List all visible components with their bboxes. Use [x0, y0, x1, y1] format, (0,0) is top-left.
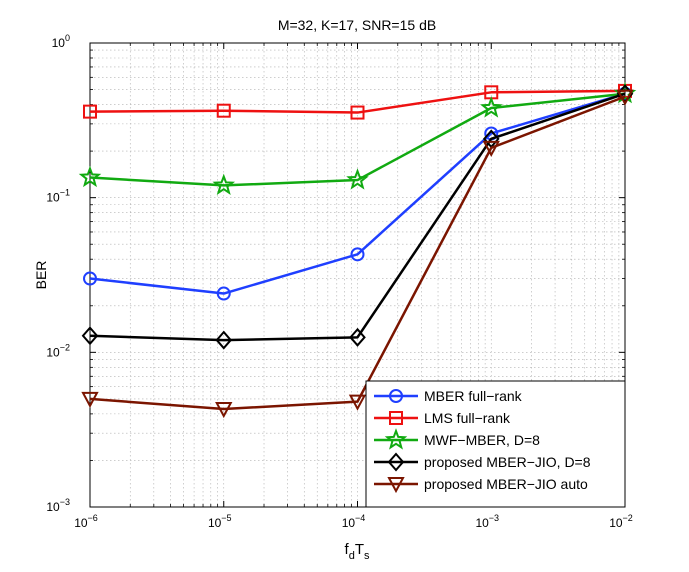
series-line [89, 95, 626, 411]
x-tick-base: 10 [208, 516, 222, 530]
legend-label: proposed MBER−JIO auto [424, 476, 588, 492]
series-line [89, 92, 626, 342]
legend-marker [384, 428, 408, 450]
series-line [89, 89, 626, 114]
series-line [89, 92, 626, 187]
data-point [215, 402, 233, 419]
data-point [216, 103, 231, 118]
x-tick-exponent: −5 [221, 513, 231, 523]
x-tick-label: 10−4 [342, 513, 366, 530]
y-tick-label: 100 [52, 33, 70, 50]
legend-label: MBER full−rank [424, 388, 523, 404]
y-tick-exponent: −1 [60, 188, 70, 198]
data-point [83, 271, 97, 286]
legend-label: proposed MBER−JIO, D=8 [424, 454, 591, 470]
data-point [212, 173, 236, 195]
x-axis-label-main: f [345, 541, 350, 558]
data-point [349, 327, 366, 347]
y-tick-exponent: 0 [65, 33, 70, 43]
x-axis-label-mid: T [355, 541, 364, 558]
x-tick-exponent: −4 [355, 513, 365, 523]
y-tick-base: 10 [46, 191, 60, 205]
legend: MBER full−rank LMS full−rank MWF−MBER, D=8… [365, 380, 626, 508]
legend-marker [387, 452, 405, 472]
x-axis-label-sub2: s [364, 550, 370, 562]
data-point [616, 89, 634, 106]
x-tick-exponent: −6 [88, 513, 98, 523]
x-tick-base: 10 [74, 516, 88, 530]
x-tick-base: 10 [609, 516, 623, 530]
legend-label: LMS full−rank [424, 410, 511, 426]
legend-marker [387, 477, 405, 494]
x-axis-label: fdTs [345, 541, 370, 562]
y-tick-exponent: −3 [60, 497, 70, 507]
series-3 [78, 81, 637, 195]
x-tick-label: 10−3 [475, 513, 499, 530]
series-group [78, 81, 637, 419]
data-point [81, 326, 99, 346]
data-point [216, 286, 231, 301]
legend-box [365, 380, 626, 508]
legend-label: MWF−MBER, D=8 [424, 432, 540, 448]
data-point [81, 391, 99, 409]
x-axis-label-sub1: d [349, 550, 355, 562]
y-tick-base: 10 [52, 36, 66, 50]
x-tick-label: 10−5 [208, 513, 232, 530]
x-tick-base: 10 [342, 516, 356, 530]
data-point [215, 330, 233, 350]
series-line [89, 92, 626, 295]
chart-title: M=32, K=17, SNR=15 dB [278, 17, 436, 33]
data-point [83, 104, 97, 119]
data-point [350, 105, 365, 120]
data-point [479, 96, 503, 118]
x-tick-exponent: −3 [489, 513, 499, 523]
x-tick-exponent: −2 [623, 513, 633, 523]
data-point [348, 394, 367, 411]
data-point [346, 168, 369, 190]
series-1 [83, 86, 632, 301]
grid [90, 43, 625, 507]
y-tick-base: 10 [46, 345, 60, 359]
x-tick-label: 10−2 [609, 513, 633, 530]
data-point [78, 165, 102, 188]
y-tick-label: 10−3 [46, 497, 70, 514]
data-point [482, 140, 500, 157]
series-5 [81, 89, 634, 419]
x-tick-base: 10 [475, 516, 489, 530]
y-tick-label: 10−1 [46, 188, 70, 205]
x-tick-label: 10−6 [74, 513, 98, 530]
data-point [350, 247, 365, 262]
legend-marker [389, 411, 403, 425]
y-tick-label: 10−2 [46, 342, 70, 359]
y-tick-exponent: −2 [60, 342, 70, 352]
legend-marker [389, 389, 403, 403]
y-axis-label: BER [33, 261, 49, 290]
y-tick-base: 10 [46, 500, 60, 514]
